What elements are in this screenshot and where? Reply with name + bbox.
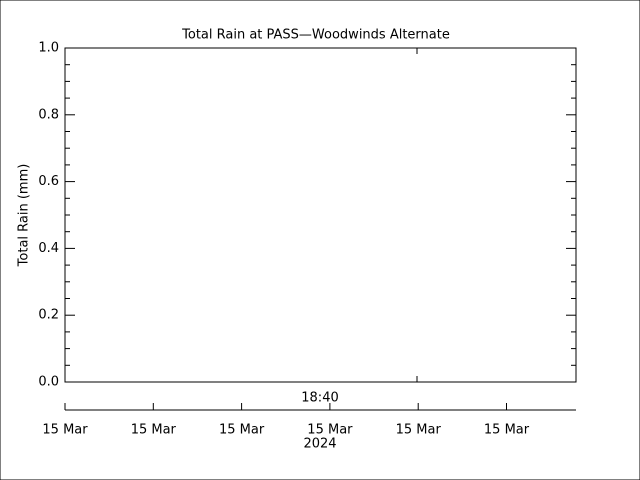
y-tick-label: 0.4 xyxy=(38,241,59,256)
date-tick-label: 15 Mar xyxy=(396,423,442,438)
y-tick-label: 1.0 xyxy=(38,41,59,56)
date-tick-label: 15 Mar xyxy=(484,423,530,438)
date-tick-label: 15 Mar xyxy=(42,423,88,438)
chart-title: Total Rain at PASS—Woodwinds Alternate xyxy=(181,28,450,43)
date-tick-label: 15 Mar xyxy=(219,423,265,438)
y-tick-label: 0.6 xyxy=(38,174,59,189)
time-label: 18:40 xyxy=(301,391,338,406)
year-label: 2024 xyxy=(303,437,336,452)
y-tick-label: 0.2 xyxy=(38,308,59,323)
y-tick-label: 0.8 xyxy=(38,107,59,122)
y-tick-label: 0.0 xyxy=(38,375,59,390)
date-tick-label: 15 Mar xyxy=(131,423,177,438)
date-tick-label: 15 Mar xyxy=(307,423,353,438)
y-axis-label: Total Rain (mm) xyxy=(17,164,32,268)
